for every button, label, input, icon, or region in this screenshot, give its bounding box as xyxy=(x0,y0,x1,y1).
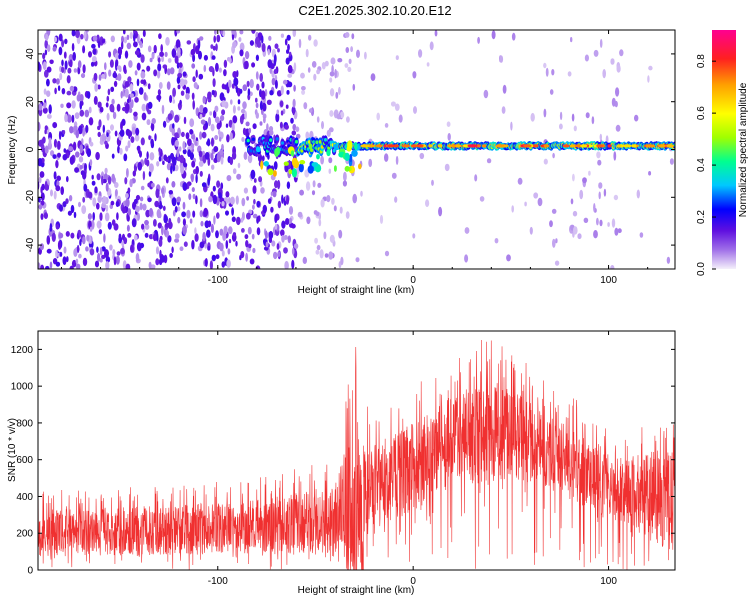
y-tick-label: 200 xyxy=(16,529,33,540)
y-tick-label: -20 xyxy=(25,190,36,205)
snr-frame xyxy=(37,330,676,571)
snr-xlabel: Height of straight line (km) xyxy=(298,585,415,596)
colorbar-tick-label: 0.0 xyxy=(696,262,707,276)
y-tick-label: -40 xyxy=(25,237,36,252)
spectrogram-heatmap xyxy=(38,30,675,269)
colorbar-tick-label: 0.2 xyxy=(696,210,707,224)
x-tick-label: 100 xyxy=(600,275,617,286)
y-tick-label: 400 xyxy=(16,492,33,503)
spectrogram-axes: -100 0 100 -40 -20 0 20 40 xyxy=(25,30,675,286)
colorbar: 0.0 0.2 0.4 0.6 0.8 Normalized spectral ampl… xyxy=(696,30,749,276)
x-tick-label: -100 xyxy=(208,576,228,587)
colorbar-tick-label: 0.4 xyxy=(696,158,707,172)
y-tick-label: 1000 xyxy=(11,382,34,393)
y-tick-label: 1200 xyxy=(11,345,34,356)
colorbar-ticks: 0.0 0.2 0.4 0.6 0.8 xyxy=(696,54,716,276)
y-tick-label: 600 xyxy=(16,455,33,466)
snr-ylabel: SNR (10 * v/v) xyxy=(7,418,18,482)
x-tick-label: 0 xyxy=(410,576,416,587)
y-tick-label: 0 xyxy=(27,566,33,577)
chart-title: C2E1.2025.302.10.20.E12 xyxy=(298,3,451,18)
colorbar-gradient xyxy=(712,30,736,269)
colorbar-label: Normalized spectral amplitude xyxy=(738,82,749,217)
y-tick-label: 800 xyxy=(16,418,33,429)
colorbar-tick-label: 0.8 xyxy=(696,54,707,68)
spectrogram-ylabel: Frequency (Hz) xyxy=(7,116,18,185)
y-tick-label: 0 xyxy=(25,146,36,152)
x-tick-label: 100 xyxy=(600,576,617,587)
x-tick-label: -100 xyxy=(208,275,228,286)
x-tick-label: 0 xyxy=(410,275,416,286)
y-tick-label: 40 xyxy=(25,48,36,60)
colorbar-tick-label: 0.6 xyxy=(696,106,707,120)
spectrogram-panel: -100 0 100 -40 -20 0 20 40 Height of straight l… xyxy=(7,29,676,296)
spectrogram-xlabel: Height of straight line (km) xyxy=(298,285,415,296)
y-tick-label: 20 xyxy=(25,96,36,108)
snr-series-line xyxy=(38,339,675,570)
